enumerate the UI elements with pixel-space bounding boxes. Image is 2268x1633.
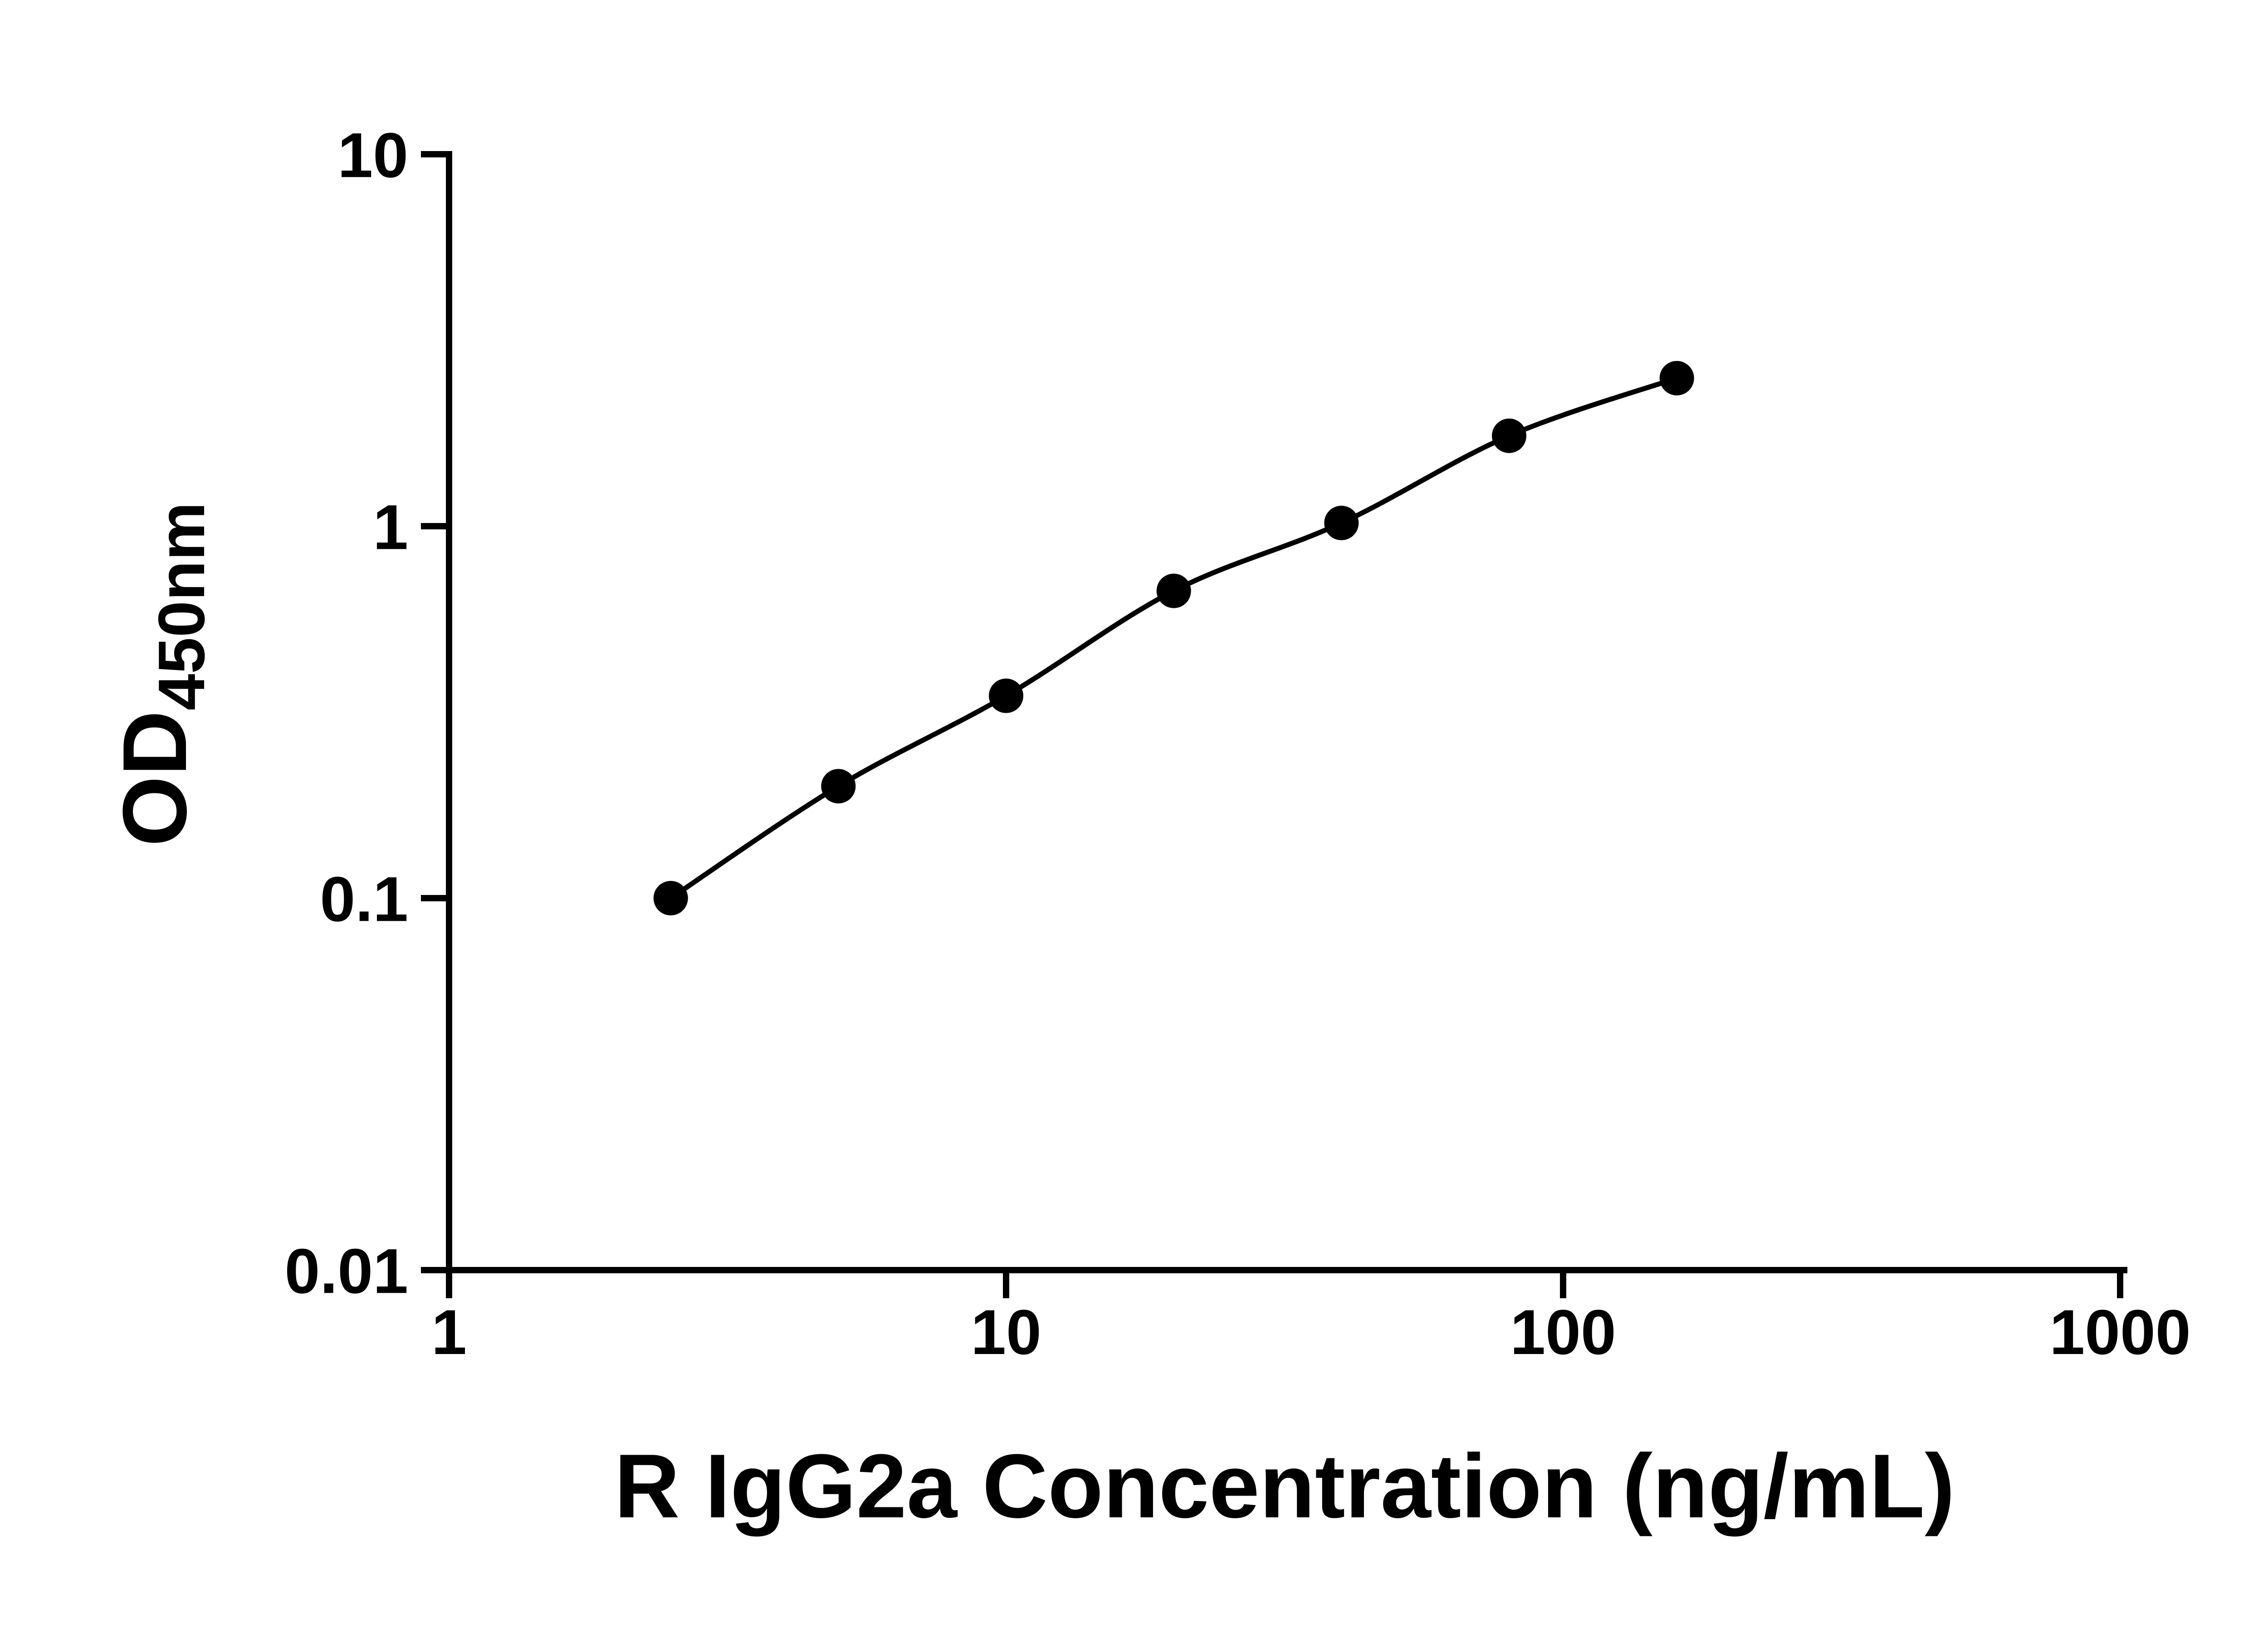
y-tick-label: 0.1	[320, 863, 408, 934]
y-tick-label: 0.01	[285, 1235, 408, 1306]
x-tick-label: 1000	[2049, 1296, 2190, 1368]
data-point-marker	[1492, 418, 1526, 453]
curve-line	[669, 376, 1678, 900]
data-point-marker	[821, 769, 856, 804]
x-axis-title: R IgG2a Concentration (ng/mL)	[614, 1436, 1955, 1537]
y-axis-title: OD450nm	[104, 502, 218, 846]
y-axis-title-subscript: 450nm	[145, 502, 218, 710]
x-tick-label: 100	[1510, 1296, 1616, 1368]
x-tick-label: 1	[431, 1296, 467, 1368]
y-tick-label: 10	[337, 119, 408, 191]
x-tick-label: 10	[971, 1296, 1041, 1368]
data-point-marker	[1659, 361, 1694, 396]
data-point-marker	[989, 678, 1023, 713]
data-point-marker	[1324, 505, 1359, 540]
data-point-marker	[653, 881, 688, 915]
data-point-marker	[1156, 573, 1191, 608]
y-tick-label: 1	[373, 491, 408, 562]
y-axis-title-main: OD	[104, 710, 205, 846]
